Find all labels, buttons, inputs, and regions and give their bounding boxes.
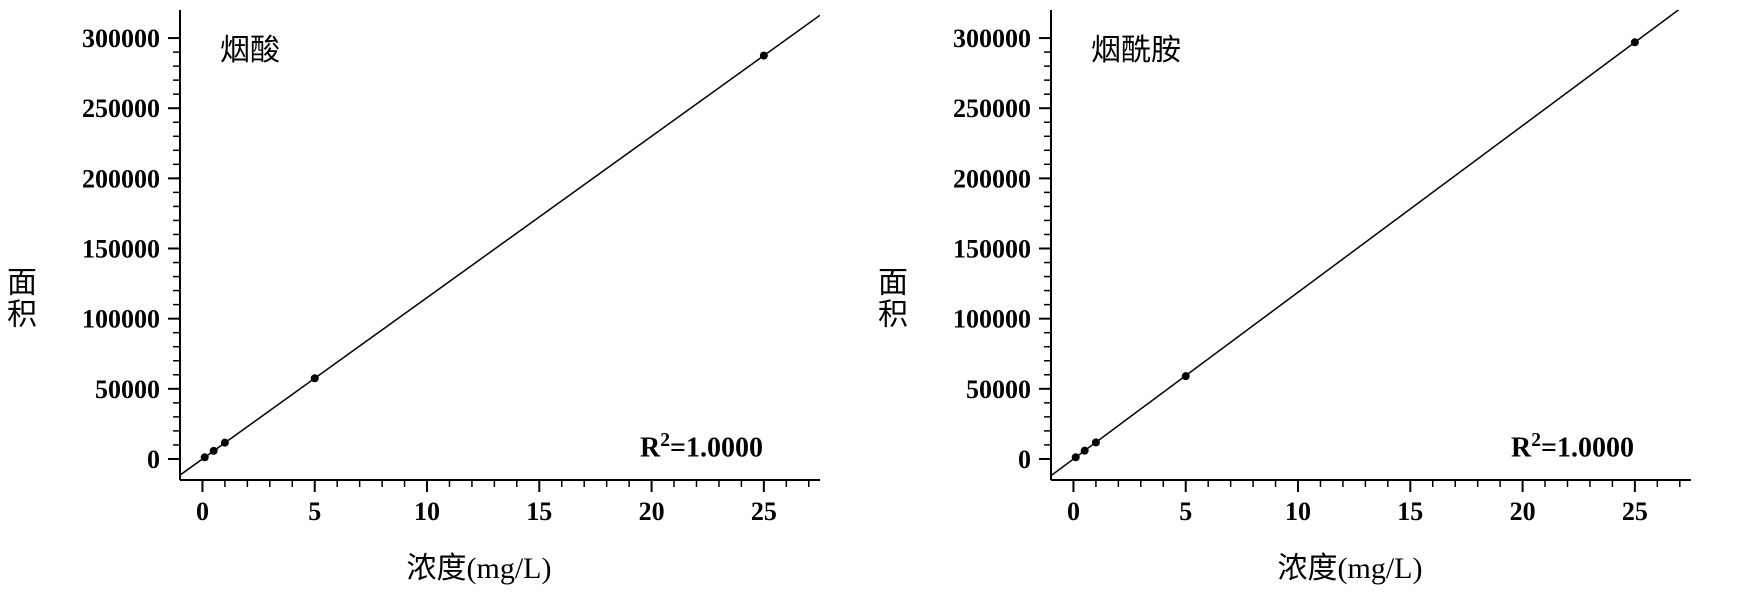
svg-text:50000: 50000 (95, 375, 160, 404)
r2-label-right: R2=1.0000 (1511, 430, 1634, 464)
svg-text:100000: 100000 (82, 305, 160, 334)
ylabel-right: 面积 (867, 266, 911, 330)
ylabel-left: 面积 (0, 266, 40, 330)
svg-text:0: 0 (196, 497, 209, 526)
svg-text:250000: 250000 (82, 94, 160, 123)
svg-text:0: 0 (1067, 497, 1080, 526)
svg-text:5: 5 (1179, 497, 1192, 526)
svg-text:300000: 300000 (953, 24, 1031, 53)
figure-container: 0 5 10 15 20 25 0 50000 100000 150000 200000 250000… (0, 0, 1742, 595)
svg-text:50000: 50000 (966, 375, 1031, 404)
svg-text:0: 0 (1018, 445, 1031, 474)
series-title-left: 烟酸 (220, 25, 280, 69)
r2-label-left: R2=1.0000 (640, 430, 763, 464)
svg-text:25: 25 (751, 497, 777, 526)
svg-text:20: 20 (1510, 497, 1536, 526)
series-title-right: 烟酰胺 (1091, 25, 1181, 69)
svg-text:100000: 100000 (953, 305, 1031, 334)
svg-text:10: 10 (414, 497, 440, 526)
svg-text:200000: 200000 (953, 164, 1031, 193)
svg-text:15: 15 (1397, 497, 1423, 526)
svg-text:150000: 150000 (953, 235, 1031, 264)
svg-text:25: 25 (1622, 497, 1648, 526)
r2-value-right: 1.0000 (1557, 432, 1634, 463)
svg-text:20: 20 (639, 497, 665, 526)
xlabel-left: 浓度(mg/L) (407, 543, 552, 587)
svg-text:150000: 150000 (82, 235, 160, 264)
svg-text:250000: 250000 (953, 94, 1031, 123)
panel-right: 0 5 10 15 20 25 0 50000 100000 150000 200000 250000… (871, 0, 1742, 595)
panel-left: 0 5 10 15 20 25 0 50000 100000 150000 200000 250000… (0, 0, 871, 595)
svg-text:200000: 200000 (82, 164, 160, 193)
svg-text:15: 15 (526, 497, 552, 526)
svg-text:0: 0 (147, 445, 160, 474)
svg-text:5: 5 (308, 497, 321, 526)
r2-value-left: 1.0000 (686, 432, 763, 463)
svg-text:300000: 300000 (82, 24, 160, 53)
chart-svg-left: 0 5 10 15 20 25 0 50000 100000 150000 200000 250000… (0, 0, 871, 595)
xlabel-right: 浓度(mg/L) (1278, 543, 1423, 587)
chart-svg-right: 0 5 10 15 20 25 0 50000 100000 150000 200000 250000… (871, 0, 1742, 595)
svg-text:10: 10 (1285, 497, 1311, 526)
